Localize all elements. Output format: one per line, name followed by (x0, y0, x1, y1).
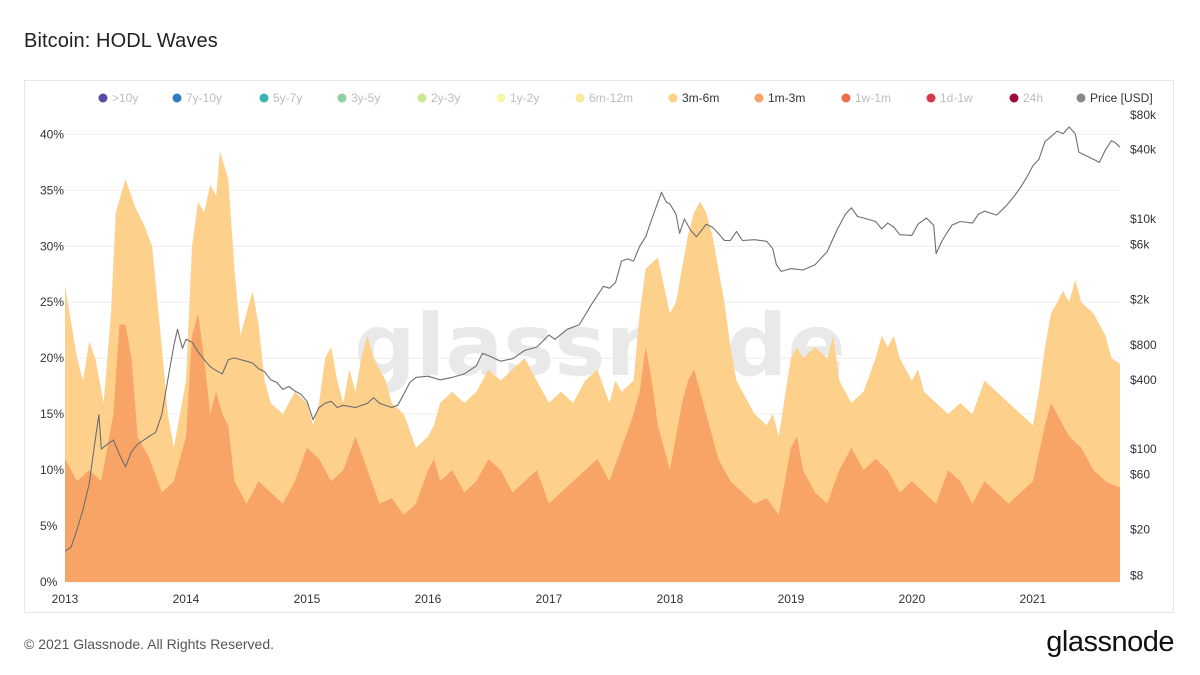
y-axis-left: 0% 5% 10% 15% 20% 25% 30% 35% 40% (40, 127, 64, 589)
y-left-tick-label: 40% (40, 127, 64, 141)
legend-item-5y-7y[interactable]: 5y-7y (259, 91, 303, 105)
legend-dot-icon (337, 93, 347, 103)
y-right-tick-label: $10k (1130, 212, 1157, 226)
x-axis: 2013 2014 2015 2016 2017 2018 2019 2020 2021 (52, 592, 1047, 606)
x-tick-label: 2018 (657, 592, 684, 606)
y-left-tick-label: 20% (40, 351, 64, 365)
legend-label: 2y-3y (431, 91, 460, 105)
x-tick-label: 2014 (173, 592, 200, 606)
area-series (65, 151, 1120, 582)
y-right-tick-label: $20 (1130, 523, 1150, 537)
y-left-tick-label: 35% (40, 183, 64, 197)
x-tick-label: 2019 (778, 592, 805, 606)
legend-item-7y-10y[interactable]: 7y-10y (172, 91, 223, 105)
y-right-tick-label: $100 (1130, 442, 1157, 456)
legend-dot-icon (841, 93, 851, 103)
legend-label: 5y-7y (273, 91, 302, 105)
legend-dot-icon (1076, 93, 1086, 103)
chart-frame (24, 80, 1174, 613)
legend-dot-icon (417, 93, 427, 103)
legend-label: 1y-2y (510, 91, 539, 105)
area-1m-3m (65, 313, 1120, 582)
copyright-text: © 2021 Glassnode. All Rights Reserved. (24, 636, 275, 652)
legend-dot-icon (1009, 93, 1019, 103)
legend-item-Price [USD][interactable]: Price [USD] (1076, 91, 1153, 105)
y-left-tick-label: 10% (40, 463, 64, 477)
legend-label: >10y (112, 91, 138, 105)
y-right-tick-label: $800 (1130, 338, 1157, 352)
legend-item-2y-3y[interactable]: 2y-3y (417, 91, 461, 105)
legend-dot-icon (172, 93, 182, 103)
legend-item-1m-3m[interactable]: 1m-3m (754, 91, 806, 105)
legend-label: 3y-5y (351, 91, 380, 105)
legend-label: 1w-1m (855, 91, 891, 105)
legend[interactable]: >10y 7y-10y 5y-7y 3y-5y 2y-3y 1y-2y 6m-12m 3m-6… (98, 91, 1153, 105)
legend-label: Price [USD] (1090, 91, 1153, 105)
x-tick-label: 2015 (294, 592, 321, 606)
y-right-tick-label: $40k (1130, 143, 1157, 157)
legend-label: 1d-1w (940, 91, 973, 105)
y-right-tick-label: $400 (1130, 373, 1157, 387)
legend-item-3m-6m[interactable]: 3m-6m (668, 91, 720, 105)
legend-label: 7y-10y (186, 91, 222, 105)
y-left-tick-label: 5% (40, 519, 58, 533)
y-right-tick-label: $60 (1130, 468, 1150, 482)
x-tick-label: 2020 (899, 592, 926, 606)
legend-dot-icon (259, 93, 269, 103)
legend-dot-icon (496, 93, 506, 103)
legend-dot-icon (754, 93, 764, 103)
y-right-tick-label: $2k (1130, 292, 1150, 306)
legend-dot-icon (98, 93, 108, 103)
x-tick-label: 2016 (415, 592, 442, 606)
legend-dot-icon (926, 93, 936, 103)
y-right-tick-label: $6k (1130, 237, 1150, 251)
y-left-tick-label: 25% (40, 295, 64, 309)
x-tick-label: 2021 (1020, 592, 1047, 606)
legend-item-3y-5y[interactable]: 3y-5y (337, 91, 381, 105)
price-usd-line (64, 126, 1121, 552)
legend-label: 6m-12m (589, 91, 633, 105)
x-tick-label: 2013 (52, 592, 79, 606)
legend-item-6m-12m[interactable]: 6m-12m (575, 91, 634, 105)
legend-item-1d-1w[interactable]: 1d-1w (926, 91, 974, 105)
legend-label: 3m-6m (682, 91, 719, 105)
legend-item-1y-2y[interactable]: 1y-2y (496, 91, 540, 105)
legend-dot-icon (575, 93, 585, 103)
legend-item-24h[interactable]: 24h (1009, 91, 1044, 105)
legend-item->10y[interactable]: >10y (98, 91, 139, 105)
price-line (64, 126, 1121, 552)
y-right-tick-label: $8 (1130, 568, 1144, 582)
y-left-tick-label: 15% (40, 407, 64, 421)
x-tick-label: 2017 (536, 592, 563, 606)
page-title: Bitcoin: HODL Waves (24, 30, 218, 52)
legend-label: 1m-3m (768, 91, 805, 105)
y-left-tick-label: 0% (40, 575, 58, 589)
glassnode-logo: glassnode (1046, 626, 1174, 658)
legend-label: 24h (1023, 91, 1043, 105)
legend-dot-icon (668, 93, 678, 103)
y-left-tick-label: 30% (40, 239, 64, 253)
legend-item-1w-1m[interactable]: 1w-1m (841, 91, 892, 105)
y-right-tick-label: $80k (1130, 108, 1157, 122)
y-axis-right: $8 $20 $60 $100 $400 $800 $2k $6k $10k $40k $80k (1130, 108, 1157, 582)
